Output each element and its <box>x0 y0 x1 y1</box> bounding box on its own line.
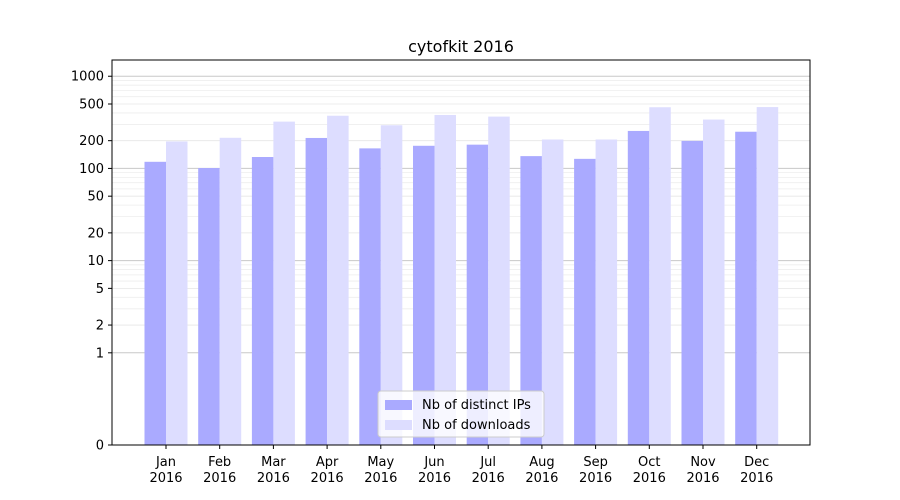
bar-distinct-ips <box>251 157 274 446</box>
y-tick-label: 1000 <box>71 70 104 85</box>
x-tick-label: Dec 2016 <box>740 455 773 486</box>
y-tick-label: 500 <box>79 97 104 112</box>
bar-distinct-ips <box>574 158 596 445</box>
x-axis: Jan 2016 Feb 2016 Mar 2016 Apr 2016 May 2016 Jun 20… <box>149 445 773 486</box>
chart-title: cytofkit 2016 <box>408 37 514 56</box>
x-tick-label: Feb 2016 <box>203 455 236 486</box>
y-tick-label: 200 <box>79 134 104 149</box>
x-tick-label: Jan 2016 <box>149 455 182 486</box>
x-tick-label: Jun 2016 <box>418 455 451 486</box>
bar-distinct-ips <box>627 130 650 445</box>
y-axis: 0 1 2 5 10 20 50 100 200 500 1000 <box>71 70 112 454</box>
bar-downloads <box>434 114 456 445</box>
bar-distinct-ips <box>681 140 703 445</box>
bar-distinct-ips <box>305 137 328 446</box>
x-tick-label: Oct 2016 <box>633 455 666 486</box>
x-tick-label: Aug 2016 <box>525 455 558 486</box>
bar-downloads <box>756 107 779 445</box>
x-tick-label: Sep 2016 <box>579 455 612 486</box>
bar-distinct-ips <box>735 131 757 446</box>
bar-downloads <box>219 137 242 445</box>
legend-swatch <box>385 400 412 410</box>
bar-downloads <box>703 119 725 446</box>
legend-label: Nb of downloads <box>422 418 531 433</box>
y-tick-label: 10 <box>87 254 104 269</box>
axes-frame <box>111 59 811 446</box>
bar-distinct-ips <box>466 144 489 446</box>
bar-distinct-ips <box>144 161 166 445</box>
bar-distinct-ips <box>359 148 381 445</box>
y-tick-label: 0 <box>96 439 104 454</box>
x-tick-label: Mar 2016 <box>257 455 290 486</box>
legend-label: Nb of distinct IPs <box>422 398 531 413</box>
y-tick-label: 2 <box>96 319 104 334</box>
y-tick-label: 20 <box>87 226 104 241</box>
bar-downloads <box>327 115 349 445</box>
y-tick-label: 50 <box>87 190 104 205</box>
legend: Nb of distinct IPs Nb of downloads <box>377 390 545 438</box>
bar-distinct-ips <box>413 145 435 445</box>
legend-box <box>377 390 545 438</box>
bar-downloads <box>380 125 403 445</box>
legend-swatch <box>385 420 412 430</box>
bar-downloads <box>595 139 618 446</box>
bar-distinct-ips <box>520 156 542 445</box>
bar-downloads <box>541 139 564 446</box>
bars <box>144 107 779 446</box>
y-tick-label: 5 <box>96 282 104 297</box>
bar-distinct-ips <box>198 168 220 445</box>
y-tick-label: 1 <box>96 346 104 361</box>
x-tick-label: May 2016 <box>364 455 397 486</box>
bar-downloads <box>166 141 188 446</box>
x-tick-label: Apr 2016 <box>311 455 344 486</box>
bar-downloads <box>273 121 295 446</box>
bar-downloads <box>649 107 671 445</box>
bar-downloads <box>488 116 510 445</box>
y-tick-label: 100 <box>79 162 104 177</box>
x-tick-label: Jul 2016 <box>472 455 505 486</box>
x-tick-label: Nov 2016 <box>686 455 719 486</box>
